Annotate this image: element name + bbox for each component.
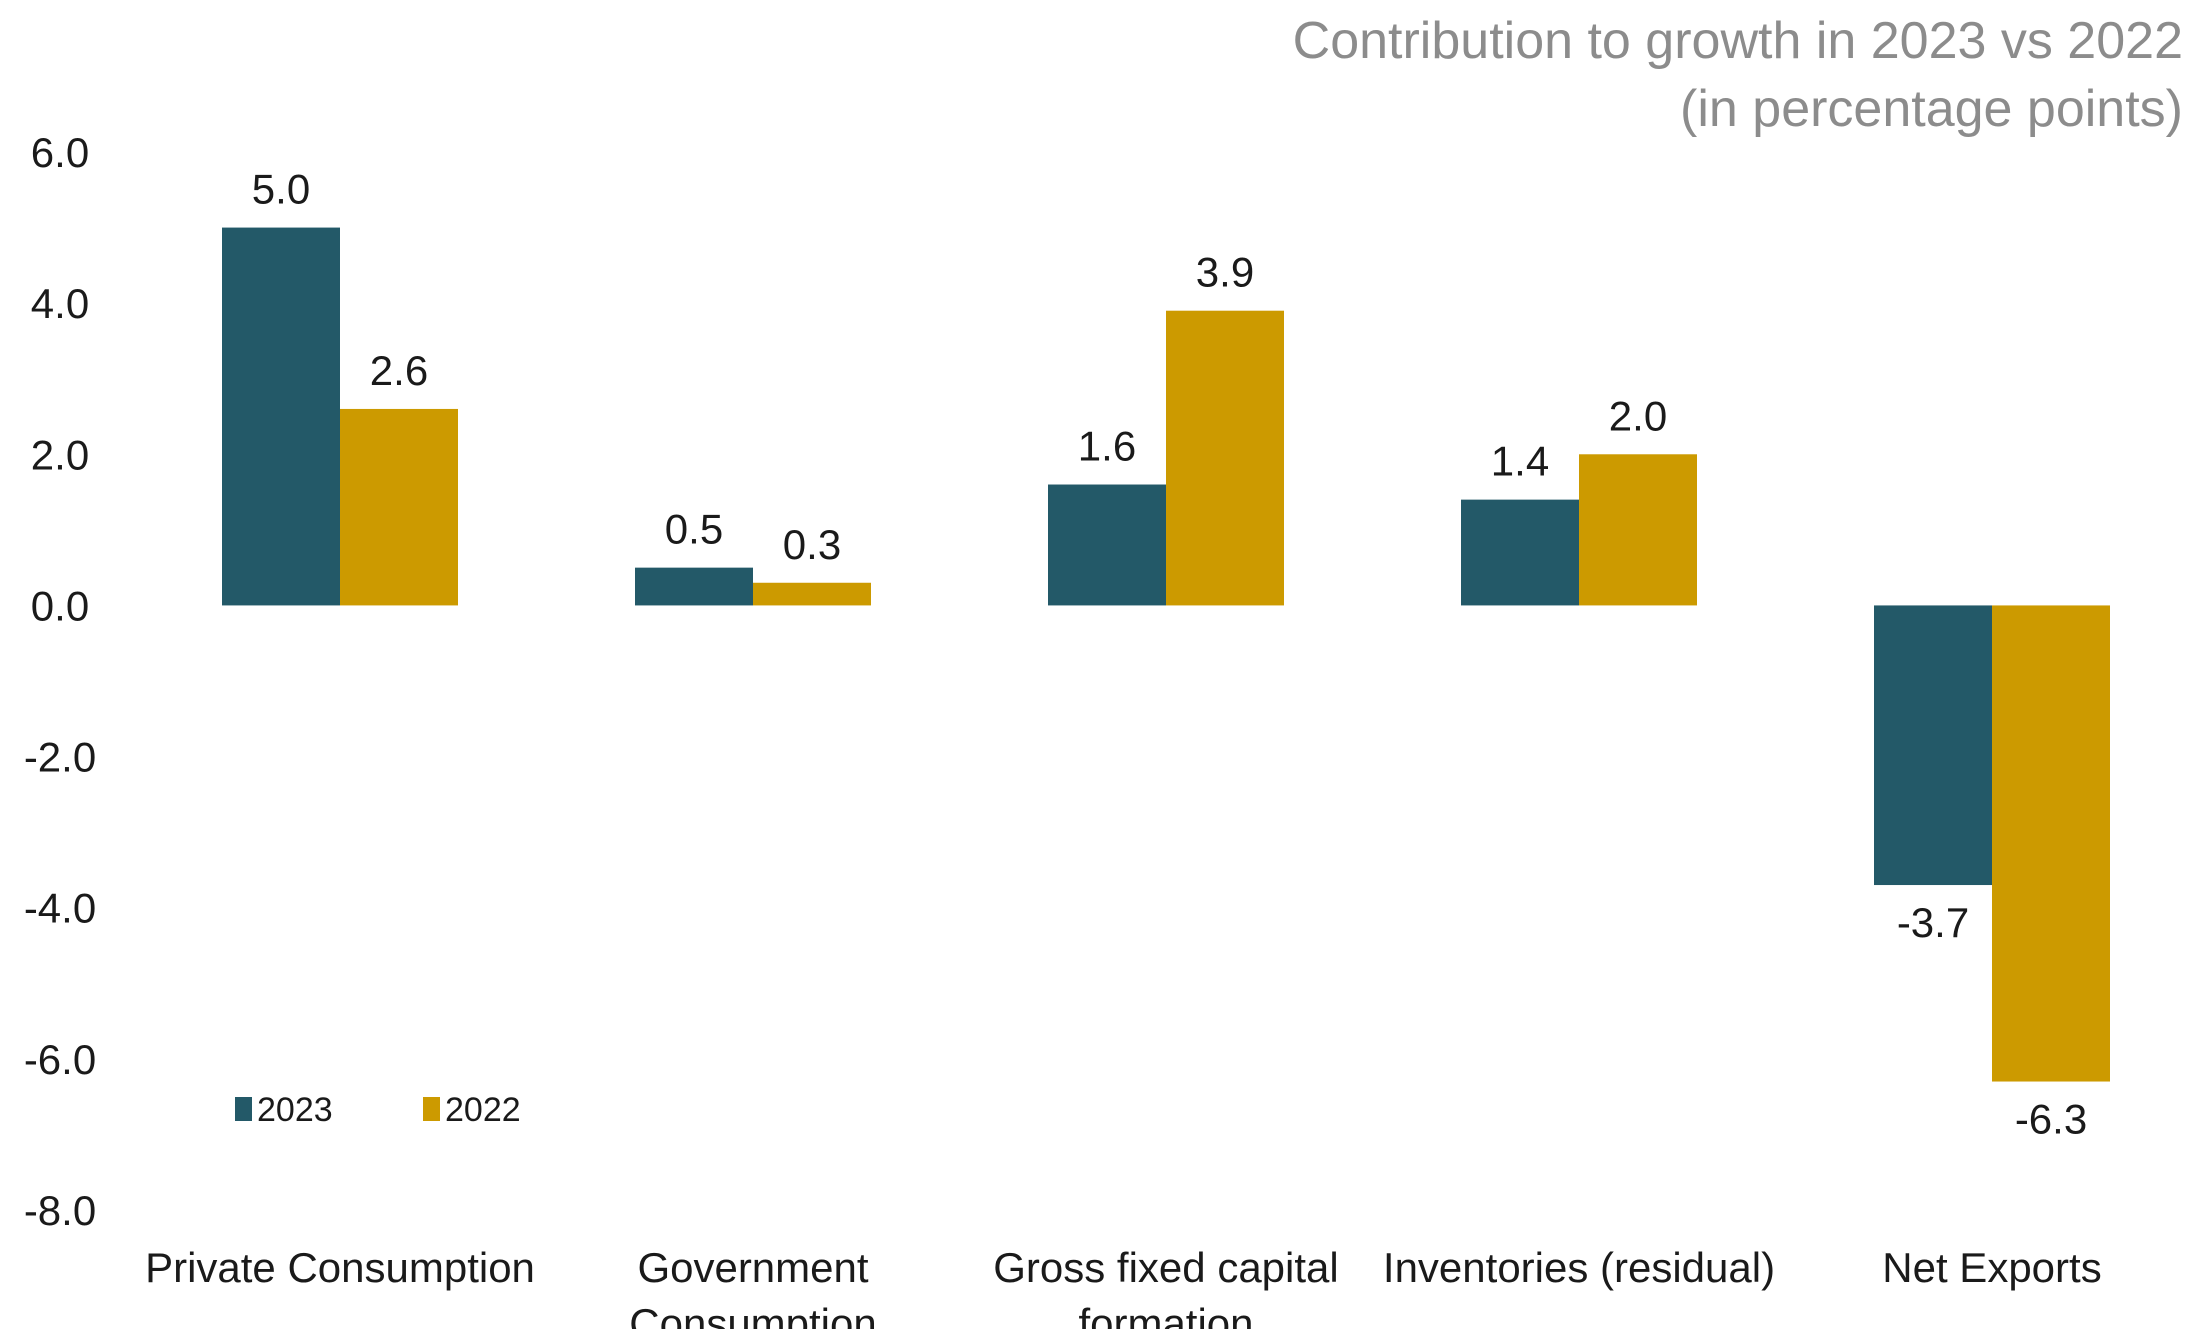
- data-label-2022: -6.3: [2015, 1096, 2087, 1143]
- y-tick-label: 2.0: [31, 431, 89, 478]
- data-label-2023: 0.5: [665, 506, 723, 553]
- data-label-2022: 3.9: [1196, 249, 1254, 296]
- category-label: Net Exports: [1882, 1244, 2101, 1291]
- category-label: formation: [1078, 1300, 1253, 1329]
- data-label-2023: 1.6: [1078, 423, 1136, 470]
- legend-label-2023: 2023: [257, 1091, 333, 1129]
- bar-2023: [635, 567, 753, 606]
- data-label-2023: -3.7: [1897, 899, 1969, 946]
- category-label: Consumption: [629, 1300, 876, 1329]
- bar-2022: [1992, 605, 2110, 1082]
- y-tick-label: -6.0: [24, 1036, 96, 1083]
- bar-2022: [753, 582, 871, 606]
- data-label-2023: 1.4: [1491, 438, 1549, 485]
- bar-2022: [1579, 454, 1697, 606]
- chart-title-line: (in percentage points): [1680, 80, 2183, 138]
- y-tick-label: -4.0: [24, 885, 96, 932]
- legend: 2023 2022: [235, 1091, 521, 1129]
- data-label-2022: 2.0: [1609, 392, 1667, 439]
- data-label-2023: 5.0: [252, 166, 310, 213]
- bar-2023: [1048, 484, 1166, 606]
- y-axis-ticks: 6.0 4.0 2.0 0.0 -2.0 -4.0 -6.0 -8.0: [24, 129, 96, 1234]
- y-tick-label: -2.0: [24, 734, 96, 781]
- data-label-2022: 2.6: [370, 347, 428, 394]
- y-tick-label: 6.0: [31, 129, 89, 176]
- bar-2022: [340, 408, 458, 606]
- bar-2023: [1874, 605, 1992, 886]
- bars: [222, 227, 2110, 1082]
- y-tick-label: 0.0: [31, 582, 89, 629]
- y-tick-label: -8.0: [24, 1187, 96, 1234]
- legend-swatch-2023: [235, 1097, 252, 1121]
- category-label: Gross fixed capital: [993, 1244, 1338, 1291]
- chart-title-line: Contribution to growth in 2023 vs 2022: [1293, 12, 2183, 70]
- category-label: Inventories (residual): [1383, 1244, 1775, 1291]
- legend-label-2022: 2022: [445, 1091, 521, 1129]
- y-tick-label: 4.0: [31, 280, 89, 327]
- bar-2023: [222, 227, 340, 606]
- bar-2023: [1461, 499, 1579, 606]
- data-labels: 5.0 2.6 0.5 0.3 1.6 3.9 1.4 2.0 -3.7 -6.3: [252, 166, 2087, 1143]
- legend-swatch-2022: [423, 1097, 440, 1121]
- data-label-2022: 0.3: [783, 521, 841, 568]
- category-label: Government: [637, 1244, 868, 1291]
- bar-2022: [1166, 310, 1284, 606]
- x-axis-categories: Private Consumption Government Consumption…: [145, 1244, 2102, 1329]
- chart-title: Contribution to growth in 2023 vs 2022 (i…: [1293, 12, 2183, 138]
- category-label: Private Consumption: [145, 1244, 535, 1291]
